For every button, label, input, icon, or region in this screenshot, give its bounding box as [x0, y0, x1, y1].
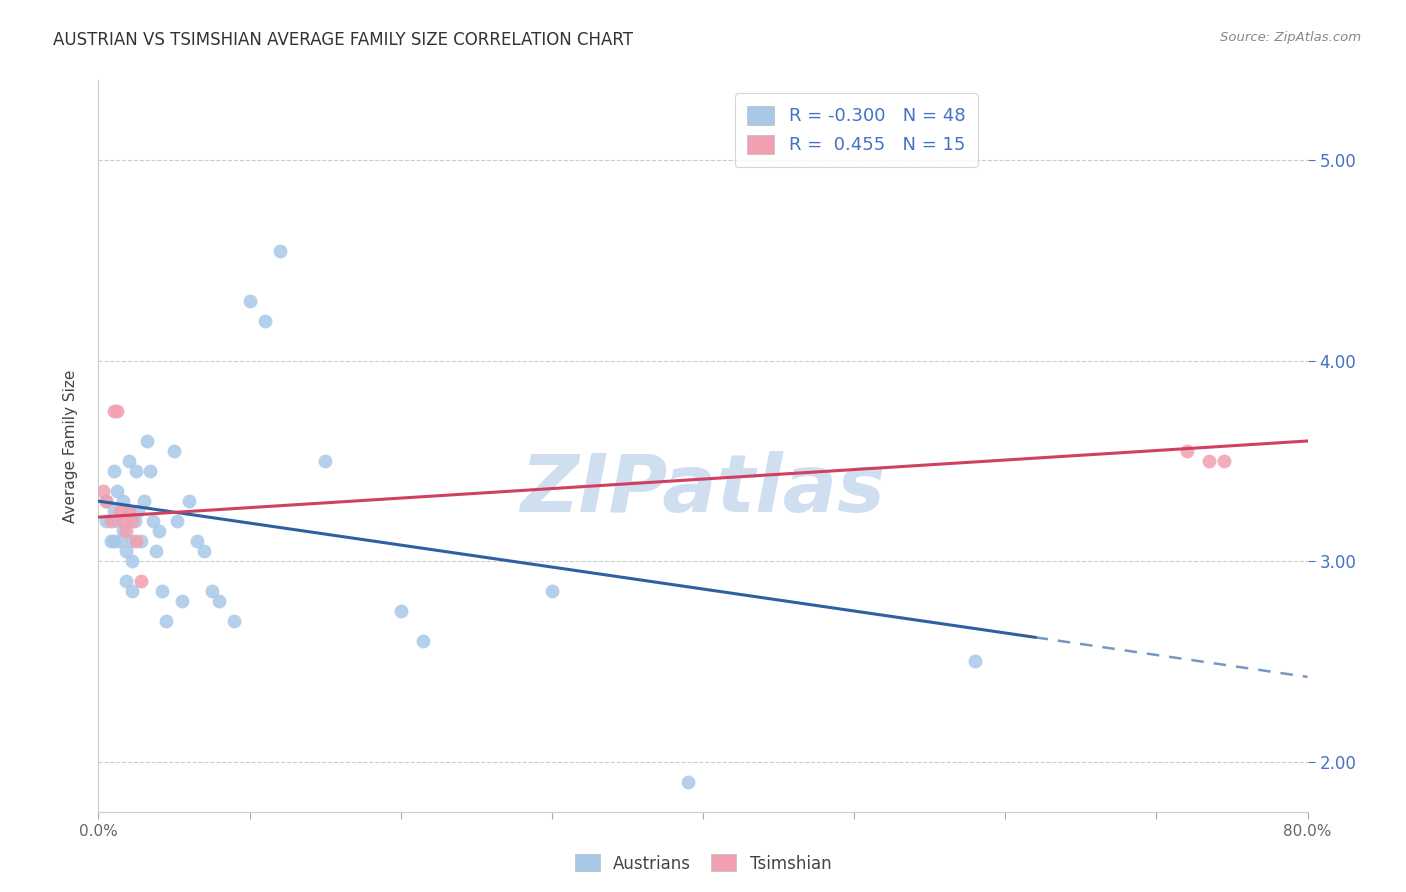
- Point: [105, 514, 128, 528]
- Text: AUSTRIAN VS TSIMSHIAN AVERAGE FAMILY SIZE CORRELATION CHART: AUSTRIAN VS TSIMSHIAN AVERAGE FAMILY SIZ…: [53, 31, 634, 49]
- Point: [1213, 454, 1236, 468]
- Point: [193, 544, 215, 558]
- Point: [540, 584, 562, 599]
- Point: [676, 774, 699, 789]
- Point: [94, 494, 117, 508]
- Point: [100, 534, 122, 549]
- Point: [1175, 444, 1198, 458]
- Point: [103, 534, 125, 549]
- Point: [103, 404, 125, 418]
- Point: [111, 494, 134, 508]
- Point: [118, 504, 141, 518]
- Point: [186, 534, 208, 549]
- Point: [132, 494, 155, 508]
- Point: [121, 514, 143, 528]
- Point: [114, 524, 136, 538]
- Point: [148, 524, 170, 538]
- Point: [127, 504, 149, 518]
- Point: [111, 524, 134, 538]
- Point: [150, 584, 173, 599]
- Point: [253, 314, 276, 328]
- Point: [121, 554, 143, 568]
- Legend: Austrians, Tsimshian: Austrians, Tsimshian: [568, 847, 838, 880]
- Point: [118, 454, 141, 468]
- Point: [412, 634, 434, 648]
- Point: [142, 514, 165, 528]
- Point: [114, 544, 136, 558]
- Point: [314, 454, 336, 468]
- Point: [208, 594, 231, 608]
- Point: [129, 534, 152, 549]
- Point: [125, 534, 148, 549]
- Point: [163, 444, 186, 458]
- Point: [94, 514, 117, 528]
- Legend: R = -0.300   N = 48, R =  0.455   N = 15: R = -0.300 N = 48, R = 0.455 N = 15: [735, 93, 979, 167]
- Point: [201, 584, 224, 599]
- Point: [124, 514, 146, 528]
- Point: [121, 534, 143, 549]
- Point: [135, 434, 157, 448]
- Point: [389, 604, 412, 618]
- Point: [179, 494, 201, 508]
- Point: [155, 615, 177, 629]
- Point: [145, 544, 167, 558]
- Point: [125, 464, 148, 478]
- Point: [108, 504, 131, 518]
- Point: [103, 504, 125, 518]
- Point: [114, 574, 136, 589]
- Point: [129, 574, 152, 589]
- Point: [170, 594, 193, 608]
- Point: [118, 504, 141, 518]
- Point: [111, 514, 134, 528]
- Point: [139, 464, 162, 478]
- Point: [105, 404, 128, 418]
- Point: [100, 514, 122, 528]
- Point: [239, 293, 262, 308]
- Point: [1198, 454, 1220, 468]
- Point: [121, 584, 143, 599]
- Text: Source: ZipAtlas.com: Source: ZipAtlas.com: [1220, 31, 1361, 45]
- Point: [94, 494, 117, 508]
- Text: ZIPatlas: ZIPatlas: [520, 450, 886, 529]
- Y-axis label: Average Family Size: Average Family Size: [63, 369, 77, 523]
- Point: [91, 484, 114, 499]
- Point: [269, 244, 291, 258]
- Point: [965, 655, 987, 669]
- Point: [166, 514, 188, 528]
- Point: [224, 615, 246, 629]
- Point: [105, 484, 128, 499]
- Point: [103, 464, 125, 478]
- Point: [108, 534, 131, 549]
